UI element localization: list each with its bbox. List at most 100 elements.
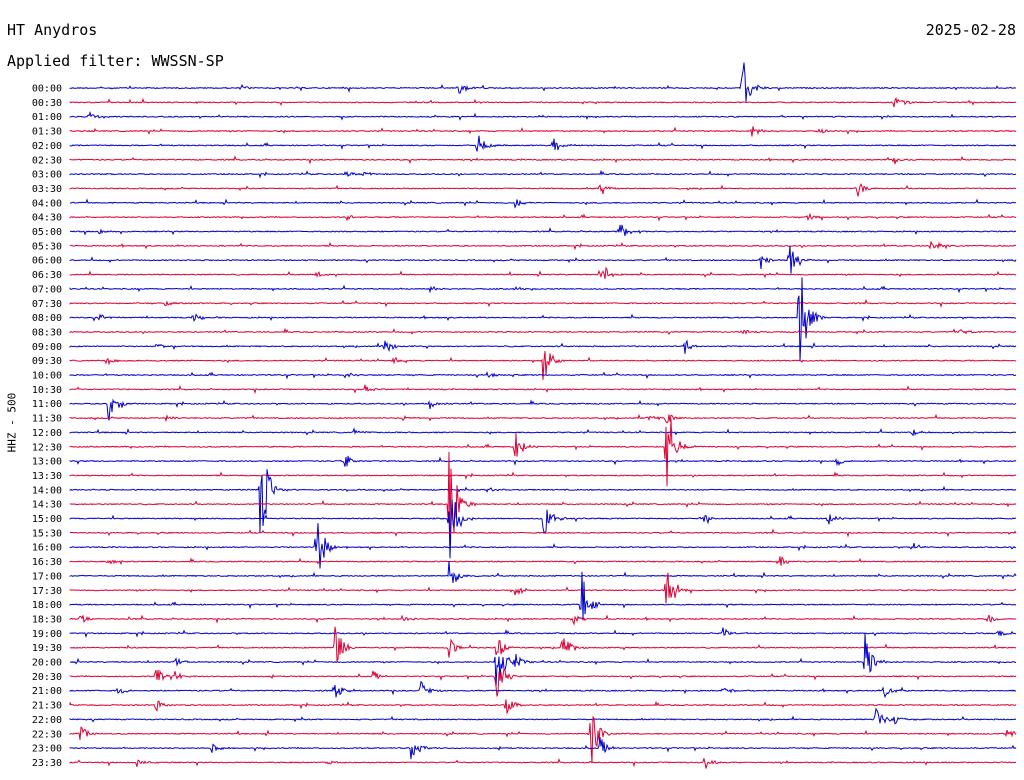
trace-line [69, 626, 1017, 663]
row-time-label: 06:00 [32, 256, 62, 267]
trace-line [69, 339, 1017, 354]
trace-line [69, 224, 1017, 236]
trace-line [69, 126, 1017, 137]
row-time-label: 18:00 [32, 600, 62, 611]
row-time-label: 14:00 [32, 485, 62, 496]
trace-line [69, 736, 1017, 760]
trace-line [69, 62, 1016, 102]
row-time-label: 00:00 [32, 84, 62, 95]
trace-line [69, 371, 1017, 380]
trace-line [69, 560, 1017, 583]
row-time-label: 01:30 [32, 127, 62, 138]
row-time-label: 22:30 [32, 729, 62, 740]
trace-line [69, 241, 1017, 251]
row-time-label: 14:30 [32, 500, 62, 511]
row-time-label: 15:30 [32, 528, 62, 539]
row-time-label: 01:00 [32, 112, 62, 123]
trace-line [69, 680, 1017, 698]
trace-line [69, 419, 1017, 487]
row-time-label: 13:30 [32, 471, 62, 482]
row-time-label: 00:30 [32, 98, 62, 109]
row-time-label: 11:30 [32, 414, 62, 425]
trace-line [69, 169, 1017, 179]
trace-line [69, 298, 1016, 308]
trace-line [69, 572, 1017, 604]
trace-line [69, 757, 1017, 769]
row-time-label: 07:30 [32, 299, 62, 310]
filter-label: Applied filter: WWSSN-SP [7, 52, 224, 70]
row-time-label: 21:00 [32, 686, 62, 697]
row-time-label: 02:00 [32, 141, 62, 152]
row-time-label: 18:30 [32, 614, 62, 625]
trace-line [69, 155, 1017, 165]
trace-line [69, 715, 1017, 763]
row-time-label: 10:00 [32, 371, 62, 382]
row-time-label: 07:00 [32, 284, 62, 295]
trace-line [69, 571, 1017, 620]
row-time-label: 08:00 [32, 313, 62, 324]
row-time-label: 12:00 [32, 428, 62, 439]
row-time-label: 04:30 [32, 213, 62, 224]
row-time-label: 09:00 [32, 342, 62, 353]
row-time-label: 16:00 [32, 543, 62, 554]
row-time-label: 19:30 [32, 643, 62, 654]
row-time-label: 16:30 [32, 557, 62, 568]
row-time-label: 20:00 [32, 658, 62, 669]
trace-line [69, 614, 1017, 626]
row-time-label: 23:30 [32, 758, 62, 769]
trace-line [69, 455, 1017, 467]
row-time-label: 05:30 [32, 241, 62, 252]
row-time-label: 05:00 [32, 227, 62, 238]
row-time-label: 13:00 [32, 457, 62, 468]
trace-line [69, 183, 1017, 197]
trace-line [69, 451, 1017, 539]
row-time-label: 20:30 [32, 672, 62, 683]
record-date: 2025-02-28 [925, 21, 1016, 39]
trace-line [69, 398, 1017, 421]
trace-line [69, 245, 1017, 274]
row-time-label: 10:30 [32, 385, 62, 396]
row-time-label: 03:30 [32, 184, 62, 195]
row-time-label: 03:00 [32, 170, 62, 181]
trace-line [69, 528, 1017, 538]
row-time-label: 04:00 [32, 198, 62, 209]
trace-line [69, 523, 1016, 569]
station-name: HT Anydros [7, 21, 98, 39]
trace-line [69, 427, 1017, 437]
row-time-label: 17:30 [32, 586, 62, 597]
trace-line [69, 471, 1017, 480]
row-time-label: 23:00 [32, 744, 62, 755]
trace-line [69, 96, 1017, 108]
trace-line [69, 469, 1017, 533]
trace-line [69, 627, 1017, 638]
row-time-label: 02:30 [32, 155, 62, 166]
row-time-label: 19:00 [32, 629, 62, 640]
trace-line [69, 707, 1017, 725]
trace-line [69, 632, 1017, 687]
row-time-label: 21:30 [32, 701, 62, 712]
trace-line [69, 384, 1017, 395]
trace-line [69, 413, 1017, 424]
trace-line [69, 556, 1017, 566]
row-time-label: 09:30 [32, 356, 62, 367]
trace-line [69, 212, 1017, 222]
trace-line [69, 111, 1017, 121]
trace-line [69, 350, 1017, 380]
trace-line [69, 266, 1017, 279]
trace-line [69, 699, 1017, 715]
row-time-label: 11:00 [32, 399, 62, 410]
row-time-label: 06:30 [32, 270, 62, 281]
row-time-label: 12:30 [32, 442, 62, 453]
row-time-label: 17:00 [32, 571, 62, 582]
row-time-label: 22:00 [32, 715, 62, 726]
row-time-label: 15:00 [32, 514, 62, 525]
trace-line [69, 198, 1017, 209]
trace-line [69, 498, 1017, 559]
trace-line [69, 284, 1017, 294]
trace-line [69, 135, 1017, 152]
trace-line [69, 667, 1017, 697]
trace-line [69, 277, 1016, 362]
trace-line [69, 327, 1017, 335]
row-time-label: 08:30 [32, 327, 62, 338]
